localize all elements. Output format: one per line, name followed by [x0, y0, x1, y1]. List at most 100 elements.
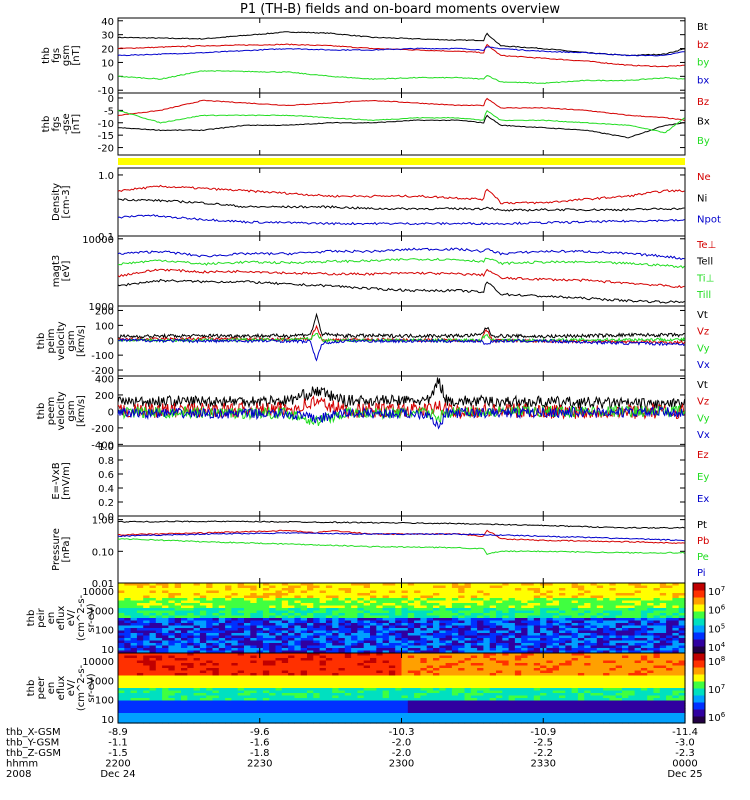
heatmap-cell: [420, 603, 428, 607]
heatmap-cell: [250, 650, 258, 654]
heatmap-cell: [407, 695, 415, 699]
heatmap-cell: [533, 703, 541, 707]
heatmap-cell: [615, 655, 623, 659]
heatmap-cell: [420, 605, 428, 609]
heatmap-cell: [199, 648, 207, 652]
heatmap-cell: [300, 598, 308, 602]
heatmap-cell: [225, 650, 232, 654]
heatmap-cell: [489, 665, 497, 669]
heatmap-cell: [640, 665, 648, 669]
heatmap-cell: [250, 670, 258, 674]
heatmap-cell: [376, 605, 384, 609]
heatmap-cell: [199, 590, 207, 594]
heatmap-cell: [590, 583, 598, 587]
heatmap-cell: [143, 655, 151, 659]
heatmap-cell: [376, 673, 384, 677]
heatmap-cell: [458, 605, 466, 609]
heatmap-cell: [344, 610, 352, 614]
heatmap-cell: [351, 653, 358, 657]
heatmap-cell: [502, 695, 510, 699]
heatmap-cell: [351, 638, 358, 642]
heatmap-cell: [407, 703, 415, 707]
heatmap-cell: [533, 665, 541, 669]
heatmap-cell: [533, 603, 541, 607]
heatmap-cell: [363, 678, 371, 682]
heatmap-cell: [212, 585, 220, 589]
heatmap-cell: [577, 583, 585, 587]
heatmap-cell: [325, 633, 333, 637]
heatmap-cell: [609, 688, 617, 692]
heatmap-cell: [653, 595, 661, 599]
heatmap-cell: [407, 638, 415, 642]
heatmap-cell: [546, 663, 554, 667]
heatmap-cell: [344, 585, 352, 589]
heatmap-cell: [521, 665, 529, 669]
heatmap-cell: [533, 678, 541, 682]
heatmap-cell: [477, 653, 484, 657]
heatmap-cell: [496, 663, 503, 667]
heatmap-cell: [231, 595, 239, 599]
heatmap-cell: [155, 620, 163, 624]
heatmap-cell: [281, 655, 289, 659]
heatmap-cell: [124, 583, 132, 587]
heatmap-cell: [244, 610, 251, 614]
heatmap-cell: [281, 628, 289, 632]
heatmap-cell: [546, 695, 554, 699]
heatmap-cell: [489, 585, 497, 589]
heatmap-cell: [622, 630, 629, 634]
heatmap-cell: [212, 588, 220, 592]
heatmap-cell: [351, 588, 358, 592]
heatmap-cell: [174, 643, 182, 647]
heatmap-cell: [552, 643, 560, 647]
heatmap-cell: [332, 683, 340, 687]
heatmap-cell: [382, 688, 390, 692]
heatmap-cell: [514, 595, 522, 599]
heatmap-cell: [489, 680, 497, 684]
series-Te-line: [117, 268, 685, 289]
heatmap-cell: [338, 690, 346, 694]
y-axis-label: [km/s]: [76, 325, 87, 357]
heatmap-cell: [420, 618, 428, 622]
heatmap-cell: [672, 653, 680, 657]
heatmap-cell: [571, 660, 579, 664]
heatmap-cell: [206, 685, 214, 689]
heatmap-cell: [256, 668, 264, 672]
heatmap-cell: [584, 663, 592, 667]
heatmap-cell: [603, 680, 610, 684]
heatmap-cell: [458, 663, 466, 667]
heatmap-cell: [653, 585, 661, 589]
heatmap-cell: [118, 675, 125, 679]
heatmap-cell: [300, 688, 308, 692]
heatmap-cell: [590, 650, 598, 654]
heatmap-cell: [313, 658, 321, 662]
heatmap-cell: [565, 668, 573, 672]
heatmap-cell: [162, 663, 169, 667]
heatmap-cell: [244, 648, 251, 652]
heatmap-cell: [338, 708, 346, 712]
heatmap-cell: [407, 700, 415, 704]
heatmap-cell: [363, 650, 371, 654]
heatmap-cell: [288, 708, 295, 712]
heatmap-cell: [136, 630, 144, 634]
heatmap-cell: [470, 633, 478, 637]
heatmap-cell: [496, 695, 503, 699]
heatmap-cell: [275, 685, 283, 689]
heatmap-cell: [464, 623, 472, 627]
heatmap-cell: [395, 653, 403, 657]
heatmap-cell: [483, 673, 491, 677]
heatmap-cell: [294, 643, 302, 647]
heatmap-cell: [483, 645, 491, 649]
heatmap-cell: [496, 588, 503, 592]
heatmap-cell: [388, 598, 396, 602]
heatmap-cell: [130, 703, 138, 707]
heatmap-cell: [300, 593, 308, 597]
heatmap-cell: [370, 603, 377, 607]
heatmap-cell: [382, 648, 390, 652]
heatmap-cell: [445, 660, 453, 664]
heatmap-cell: [470, 585, 478, 589]
colorbar-label-exp: 6: [721, 604, 726, 612]
heatmap-cell: [565, 635, 573, 639]
y-axis-label: thb: [36, 333, 47, 350]
heatmap-cell: [615, 608, 623, 612]
heatmap-cell: [414, 660, 421, 664]
